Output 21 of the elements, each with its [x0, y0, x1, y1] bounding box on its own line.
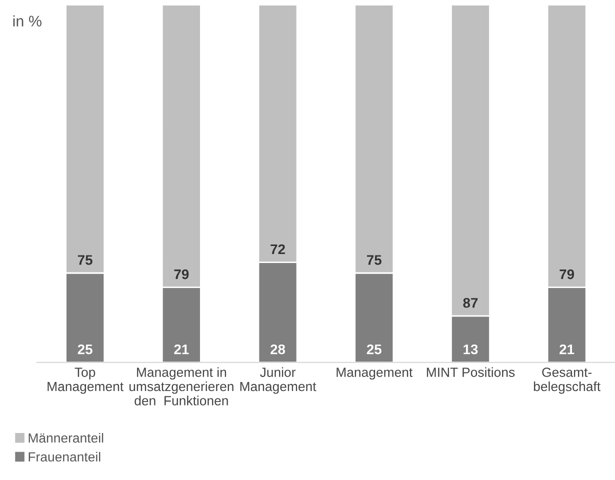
data-label: 21	[560, 344, 574, 354]
data-label: 87	[463, 298, 478, 308]
data-label: 25	[366, 344, 382, 354]
x-tick-label: Gesamt- belegschaft	[534, 368, 600, 394]
data-label: 72	[270, 244, 285, 254]
data-label: 75	[78, 255, 92, 265]
data-label: 75	[367, 255, 382, 265]
data-label: 13	[464, 344, 478, 354]
x-tick-label: Junior Management	[240, 367, 316, 394]
x-tick-label: Top Management	[48, 368, 124, 394]
x-tick-label: Management	[336, 368, 413, 380]
data-label: 21	[174, 344, 189, 354]
text: in %	[13, 15, 42, 26]
data-label: 25	[78, 344, 92, 354]
data-label: 28	[270, 344, 286, 354]
data-label: 79	[174, 269, 189, 280]
legend-label: Männeranteil	[28, 432, 104, 443]
x-tick-label: MINT Positions	[426, 367, 515, 377]
x-tick-label: Management in umsatzgenerieren den Funktionen	[129, 367, 234, 406]
data-label: 79	[560, 269, 574, 280]
legend-label: Frauenanteil	[28, 452, 100, 462]
